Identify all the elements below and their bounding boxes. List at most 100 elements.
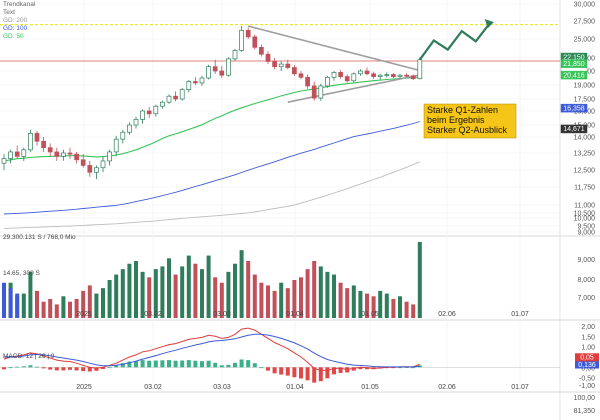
macd-histogram-bar [81,367,86,372]
volume-bar [332,274,336,318]
macd-histogram-bar [358,367,363,370]
volume-bar-highlight [2,282,6,318]
candle-body [74,153,79,161]
time-tick-label: 01.07 [511,384,529,391]
forecast-line [418,22,491,61]
volume-bar [358,290,363,318]
macd-histogram-bar [259,367,264,369]
candle-body [186,81,192,91]
price-tag-text: 22,150 [563,66,585,73]
macd-histogram-bar [15,366,20,368]
volume-bar [81,290,86,318]
volume-bars [2,242,422,318]
candle-body [47,147,53,153]
macd-histogram-bar [404,367,409,368]
volume-bar [272,290,277,318]
macd-histogram-bar [285,367,290,376]
candle-body [153,105,159,115]
price-tick-label: 9,000 [577,230,595,237]
candle-body [259,47,264,55]
price-tick-label: 11,750 [574,185,595,192]
candle-body [338,72,343,77]
macd-histogram-bar [351,367,356,371]
volume-bar [200,269,204,318]
volume-bar [384,293,389,318]
signal-line [4,333,420,368]
volume-bar [365,293,369,318]
volume-bar [101,288,105,318]
volume-bar [252,274,257,318]
macd-histogram-bar [68,367,72,370]
volume-bar [173,274,178,318]
candle-body [404,74,409,77]
volume-bar [28,271,33,318]
macd-histogram-bar [8,367,13,369]
macd-histogram-bar [87,367,92,372]
volume-bar [285,288,290,318]
macd-histogram-bar [272,367,277,374]
volume-bar [35,290,39,318]
volume-bar [21,293,26,318]
time-tick-label: 01.04 [286,384,304,391]
macd-histogram-bar [153,360,158,368]
candle-body [397,74,403,77]
triangle-pattern [247,25,423,103]
candle-body [173,95,178,100]
candle-body [160,101,165,107]
sma50-line [3,76,420,162]
macd-tick-label: 1,50 [581,334,595,341]
macd-histogram-bar [246,360,251,368]
macd-histogram-bar [338,367,343,373]
price-tag [560,103,588,113]
candle-body [239,30,244,51]
axes: 30,00027,50025,00022,50021,00019,00017,5… [76,2,595,416]
header-sub: Text [3,9,15,16]
volume-bar [167,258,171,318]
candle-body [391,74,396,77]
candle-body [417,59,423,80]
time-tick-label: 2025 [76,384,92,391]
macd-histogram-bar [134,361,138,368]
candle-body [344,76,350,82]
candle-body [384,74,390,76]
macd-tag-text: 0,136 [578,362,596,369]
macd-histogram-bar [345,367,350,373]
volume-bar [259,282,264,318]
macd-histogram-bar [239,359,244,368]
macd-histogram-bar [94,367,99,371]
candle-body [21,149,27,157]
candle-body [371,73,376,77]
macd-histogram-bar [167,360,171,368]
volume-bar [299,277,303,318]
volume-bar [74,299,79,318]
macd-histogram-bar [21,366,26,368]
legend-gd200: GD: 200 [3,17,28,24]
candle-body [298,73,304,78]
candle-body [8,151,13,160]
macd-histogram-bar [120,363,125,368]
price-tag [560,70,588,80]
volume-bar [371,296,376,318]
volume-bar [239,250,244,318]
time-tick-label: 01.05 [361,311,379,318]
price-tick-label: 19,000 [574,83,596,90]
volume-bar [206,255,211,318]
price-tag [560,124,588,134]
annotation-line-3: Starker Q2-Ausblick [427,125,508,135]
macd-histogram-bar [186,360,191,368]
macd-histogram-bar [292,367,297,378]
volume-bar [61,296,66,318]
macd-histogram-bar [213,362,218,368]
candle-body [358,70,363,75]
price-tag-text: 16,358 [563,105,585,112]
macd-histogram-bar [107,366,112,368]
macd-histogram-bar [200,361,204,368]
volume-bar [398,296,402,318]
small-tick-label: 100,00 [574,395,596,402]
volume-bar [153,269,158,318]
candle-body [252,36,258,48]
macd-histogram-bar [318,367,323,382]
candle-body [377,74,383,77]
